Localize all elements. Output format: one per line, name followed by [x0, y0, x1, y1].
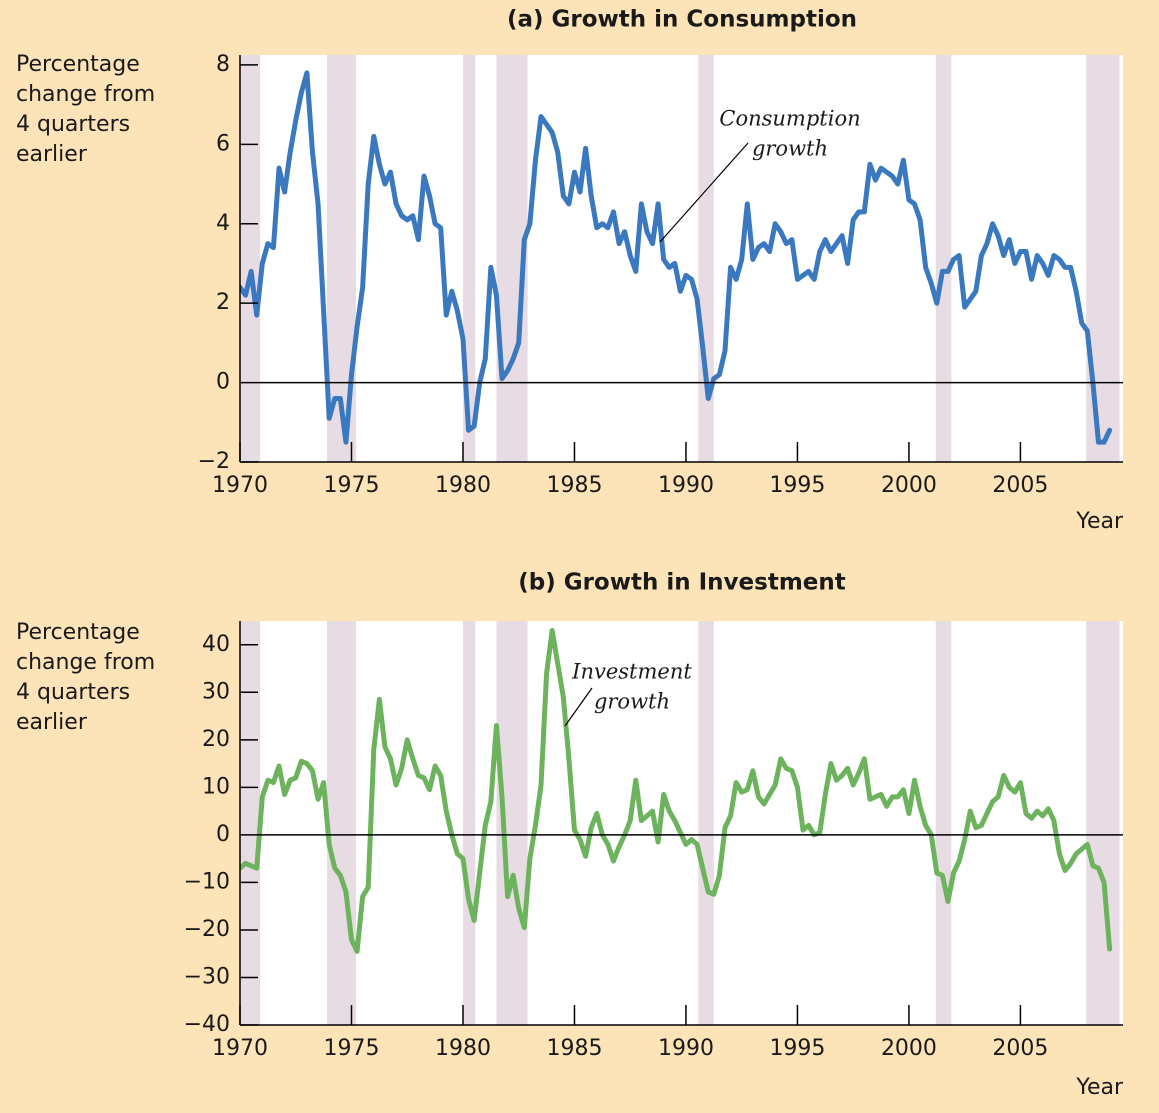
- x-tick-label: 1980: [435, 1036, 491, 1061]
- x-tick-label: 1990: [658, 473, 714, 498]
- x-tick-label: 1970: [212, 473, 268, 498]
- recession-band: [1086, 55, 1120, 462]
- x-tick-label: 1970: [212, 1036, 268, 1061]
- y-axis-label: change from: [16, 82, 155, 107]
- x-tick-label: 1985: [546, 473, 602, 498]
- plot-content: [240, 55, 1120, 462]
- chart-title: (a) Growth in Consumption: [507, 7, 857, 33]
- annotation-leader: [564, 687, 593, 727]
- recession-band: [462, 621, 476, 1025]
- recession-band: [240, 55, 261, 462]
- y-tick-label: 0: [216, 370, 230, 395]
- y-tick-label: 10: [202, 774, 230, 799]
- x-tick-label: 2000: [881, 473, 937, 498]
- recession-band: [935, 621, 952, 1025]
- x-tick-label: 1975: [323, 473, 379, 498]
- x-axis-label: Year: [1075, 1075, 1124, 1100]
- x-tick-label: 1975: [323, 1036, 379, 1061]
- y-tick-label: −40: [184, 1012, 230, 1037]
- y-tick-label: 0: [216, 822, 230, 847]
- data-line: [240, 628, 1113, 954]
- y-tick-label: −2: [198, 449, 230, 474]
- recession-band: [1086, 621, 1120, 1025]
- x-tick-label: 2005: [992, 1036, 1048, 1061]
- y-tick-label: −10: [184, 869, 230, 894]
- y-axis-label: earlier: [16, 710, 88, 735]
- y-tick-label: 6: [216, 131, 230, 156]
- annotation-leader: [659, 142, 749, 243]
- recession-band: [698, 55, 714, 462]
- chart-title: (b) Growth in Investment: [518, 570, 846, 596]
- x-tick-label: 1995: [769, 1036, 825, 1061]
- annotation: Investment: [571, 660, 692, 684]
- recession-band: [326, 621, 356, 1025]
- y-tick-label: 40: [202, 632, 230, 657]
- plot-area: [240, 55, 1123, 462]
- y-axis-label: Percentage: [16, 620, 140, 645]
- recession-band: [240, 621, 261, 1025]
- x-tick-label: 2005: [992, 473, 1048, 498]
- annotation: Consumption: [719, 107, 860, 131]
- y-tick-label: 4: [216, 211, 230, 236]
- x-tick-label: 1990: [658, 1036, 714, 1061]
- recession-band: [935, 55, 952, 462]
- y-tick-label: 2: [216, 290, 230, 315]
- y-axis-label: Percentage: [16, 52, 140, 77]
- y-axis-label: 4 quarters: [16, 680, 130, 705]
- y-axis-label: change from: [16, 650, 155, 675]
- annotation: growth: [752, 137, 828, 161]
- data-line: [240, 70, 1113, 445]
- y-axis-label: 4 quarters: [16, 112, 130, 137]
- annotation: growth: [594, 690, 670, 714]
- x-tick-label: 1980: [435, 473, 491, 498]
- y-axis-label: earlier: [16, 142, 88, 167]
- x-axis-label: Year: [1075, 509, 1124, 534]
- y-tick-label: 20: [202, 727, 230, 752]
- x-tick-label: 1995: [769, 473, 825, 498]
- x-tick-label: 1985: [546, 1036, 602, 1061]
- recession-band: [698, 621, 714, 1025]
- plot-content: [240, 621, 1120, 1025]
- y-tick-label: 30: [202, 679, 230, 704]
- y-tick-label: 8: [216, 52, 230, 77]
- y-tick-label: −20: [184, 917, 230, 942]
- x-tick-label: 2000: [881, 1036, 937, 1061]
- y-tick-label: −30: [184, 964, 230, 989]
